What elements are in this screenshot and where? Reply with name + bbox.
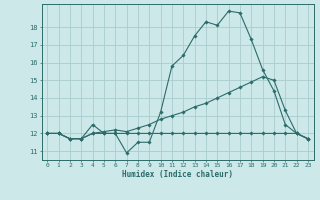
X-axis label: Humidex (Indice chaleur): Humidex (Indice chaleur) [122,170,233,179]
